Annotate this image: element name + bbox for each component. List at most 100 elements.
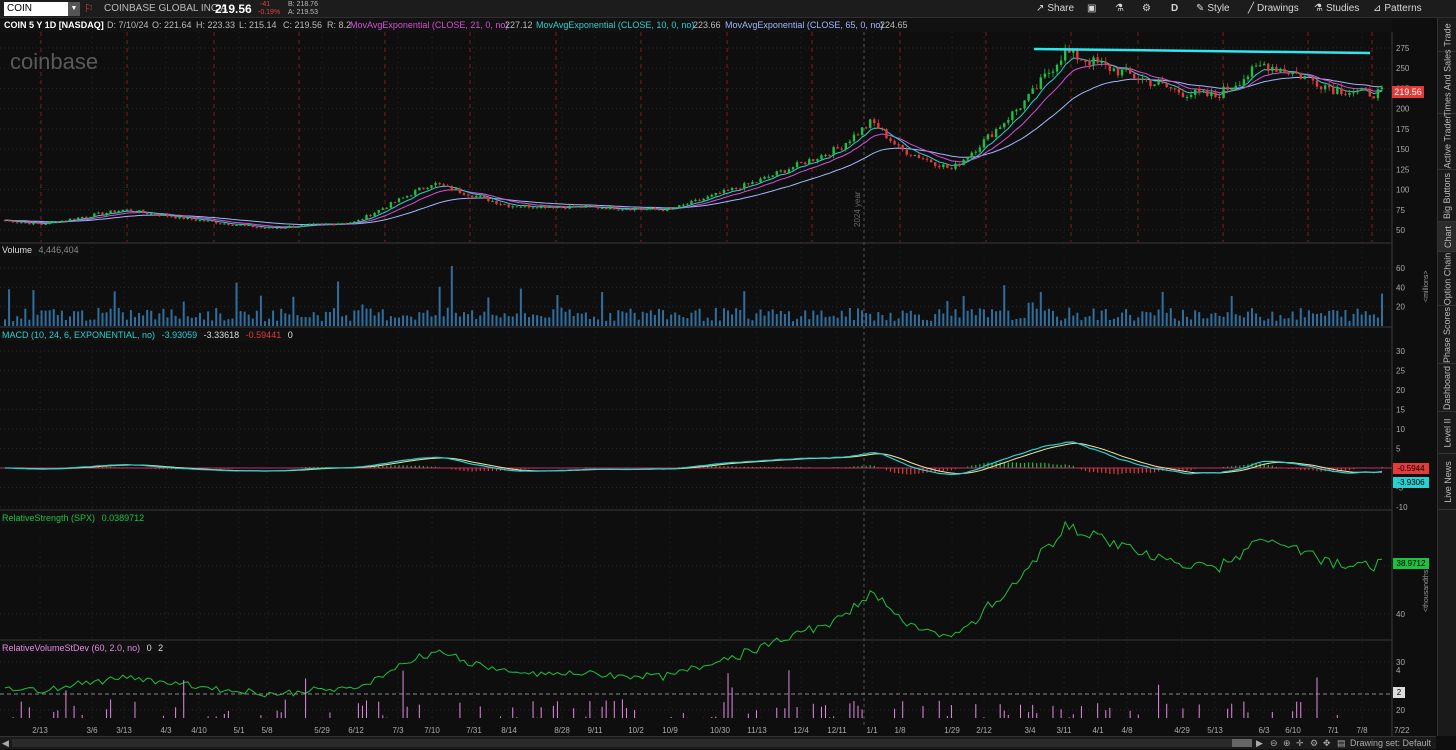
candle-body [885, 129, 888, 139]
studies-button[interactable]: ⚗ Studies [1314, 0, 1359, 18]
tab-active-trader[interactable]: Active Trader [1438, 114, 1456, 170]
candle-body [848, 141, 852, 144]
candle-body [1181, 92, 1185, 98]
candle-body [385, 207, 389, 209]
x-tick-label: 7/3 [392, 726, 404, 735]
timeframe-button[interactable]: D [1171, 3, 1179, 14]
tab-dashboard[interactable]: Dashboard [1438, 364, 1456, 412]
settings-button[interactable]: ⚙ [1142, 0, 1154, 18]
volume-bar [1035, 308, 1038, 326]
save-icon: ▣ [1087, 3, 1097, 14]
flag-icon[interactable]: ⚐ [84, 3, 94, 15]
settings-icon[interactable]: ⚙ [1310, 738, 1319, 748]
volume-bar [958, 317, 961, 326]
macd-tick-label: 25 [1396, 367, 1405, 376]
volume-bar [678, 315, 681, 326]
price-change-pct: -0.19% [258, 9, 281, 16]
x-tick-label: 4/3 [160, 726, 172, 735]
lock-icon[interactable]: ▤ [1337, 738, 1346, 748]
volume-bar [60, 310, 63, 326]
volume-bar [1181, 309, 1184, 326]
chevron-down-icon[interactable]: ▼ [68, 2, 80, 16]
right-tab-panel: Trade Times And Sales Active Trader Big But… [1437, 18, 1456, 736]
share-button[interactable]: ↗ Share [1036, 0, 1074, 18]
volume-bar [731, 314, 734, 326]
chart-area[interactable]: 2752502252001751501251007550604020302520… [0, 32, 1436, 736]
volume-bar [710, 320, 713, 326]
zoom-in-icon[interactable]: ⊕ [1283, 738, 1291, 748]
candle-body [1360, 87, 1363, 91]
candle-body [89, 217, 92, 219]
volume-bar [1348, 320, 1351, 326]
volume-bar [982, 309, 985, 326]
price-tick-label: 50 [1396, 226, 1405, 235]
bar-date: D: 7/10/24 [107, 20, 149, 30]
tab-trade[interactable]: Trade [1438, 18, 1456, 52]
ema10-label[interactable]: MovAvgExponential (CLOSE, 10, 0, no) [536, 20, 695, 30]
symbol-input[interactable]: COIN ▼ [4, 2, 80, 16]
tab-phase-scores[interactable]: Phase Scores [1438, 306, 1456, 364]
watermark-logo: coinbase [10, 49, 98, 74]
macd-value-path [5, 441, 1383, 476]
tab-option-chain[interactable]: Option Chain [1438, 252, 1456, 306]
candle-body [235, 224, 238, 226]
candle-body [1027, 93, 1030, 101]
drawing-set-label[interactable]: Drawing set: Default [1350, 738, 1432, 748]
macd-value: -3.93059 [161, 330, 198, 340]
candle-body [150, 213, 153, 215]
x-tick-label: 1/8 [894, 726, 906, 735]
symbol-text: COIN [7, 3, 32, 14]
candle-body [1051, 71, 1055, 73]
volume-bar [280, 308, 283, 326]
volume-bar [1214, 312, 1217, 326]
candle-body [105, 212, 108, 215]
chart-scrollbar[interactable] [12, 739, 1252, 747]
save-button[interactable]: ▣ [1087, 0, 1099, 18]
candle-body [145, 212, 149, 214]
volume-bar [138, 312, 141, 326]
macd-tick-label: 20 [1396, 386, 1405, 395]
x-tick-label: 4/10 [191, 726, 207, 735]
tab-chart[interactable]: Chart [1438, 222, 1456, 252]
volume-bar [698, 308, 701, 326]
drawings-button[interactable]: ╱ Drawings [1248, 0, 1299, 18]
volume-bar [255, 310, 258, 326]
candle-body [170, 216, 173, 218]
style-button[interactable]: ✎ Style [1196, 0, 1230, 18]
candle-body [1258, 65, 1262, 67]
macd-label[interactable]: MACD (10, 24, 6, EXPONENTIAL, no) [2, 330, 156, 340]
rs-label[interactable]: RelativeStrength (SPX) [2, 513, 96, 523]
volume-bar [12, 321, 15, 326]
scroll-right-icon[interactable]: ▶ [1256, 738, 1263, 748]
volume-bar [454, 312, 457, 326]
candle-body [844, 143, 848, 149]
volume-label[interactable]: Volume [2, 245, 33, 255]
volume-bar [767, 311, 770, 326]
tab-big-buttons[interactable]: Big Buttons [1438, 170, 1456, 222]
scrollbar-thumb[interactable] [1232, 739, 1252, 747]
volume-bar [276, 320, 279, 326]
tab-live-news[interactable]: Live News [1438, 454, 1456, 510]
pan-icon[interactable]: ✥ [1323, 738, 1331, 748]
rvs-label[interactable]: RelativeVolumeStDev (60, 2.0, no) [2, 643, 141, 653]
zoom-out-icon[interactable]: ⊖ [1270, 738, 1278, 748]
ema65-label[interactable]: MovAvgExponential (CLOSE, 65, 0, no) [725, 20, 884, 30]
patterns-button[interactable]: ⊿ Patterns [1373, 0, 1422, 18]
candle-body [649, 207, 653, 209]
chart-canvas[interactable]: 2752502252001751501251007550604020302520… [0, 32, 1436, 736]
scroll-left-icon[interactable]: ◀ [2, 738, 9, 748]
resistance-line[interactable] [1033, 47, 1371, 55]
volume-bar [316, 315, 319, 326]
tab-level-ii[interactable]: Level II [1438, 412, 1456, 454]
tab-times-and-sales[interactable]: Times And Sales [1438, 49, 1456, 116]
flask-button[interactable]: ⚗ [1115, 0, 1127, 18]
candle-body [544, 205, 547, 209]
candle-body [324, 223, 328, 225]
candle-body [1063, 49, 1067, 61]
ema21-label[interactable]: MovAvgExponential (CLOSE, 21, 0, no) [350, 20, 509, 30]
volume-bar [207, 311, 210, 326]
x-tick-label: 5/8 [261, 726, 273, 735]
volume-bar [828, 316, 831, 326]
crosshair-icon[interactable]: ✛ [1296, 738, 1304, 748]
price-candles [3, 44, 1384, 229]
